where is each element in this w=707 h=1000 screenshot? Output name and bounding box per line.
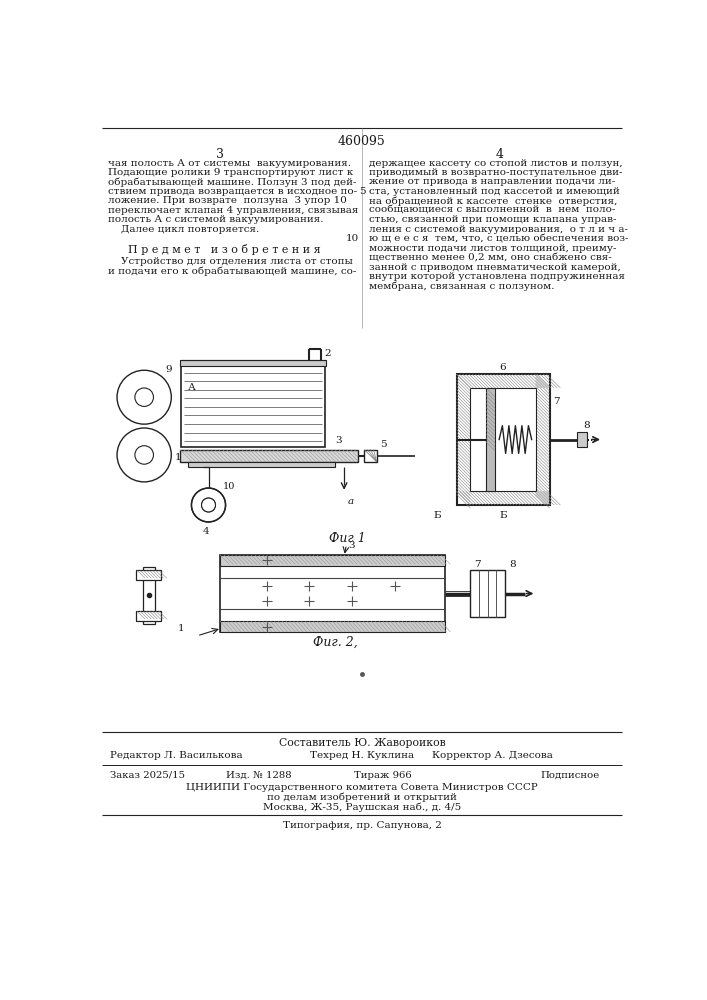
Text: 4: 4 [495, 148, 503, 161]
Text: Типография, пр. Сапунова, 2: Типография, пр. Сапунова, 2 [283, 821, 441, 830]
Text: а: а [347, 497, 354, 506]
Circle shape [117, 370, 171, 424]
Circle shape [201, 498, 216, 512]
Text: Москва, Ж-35, Раушская наб., д. 4/5: Москва, Ж-35, Раушская наб., д. 4/5 [263, 803, 461, 812]
Text: обрабатывающей машине. Ползун 3 под дей-: обрабатывающей машине. Ползун 3 под дей- [107, 177, 356, 187]
Text: и подачи его к обрабатывающей машине, со-: и подачи его к обрабатывающей машине, со… [107, 267, 356, 276]
Text: Б: Б [433, 511, 441, 520]
Bar [220, 555, 445, 632]
Text: 1: 1 [175, 453, 182, 462]
Text: мембрана, связанная с ползуном.: мембрана, связанная с ползуном. [369, 282, 554, 291]
Text: переключает клапан 4 управления, связывая: переключает клапан 4 управления, связыва… [107, 206, 358, 215]
Text: 5: 5 [358, 187, 366, 196]
Text: щественно менее 0,2 мм, оно снабжено свя-: щественно менее 0,2 мм, оно снабжено свя… [369, 253, 612, 262]
Text: А: А [187, 383, 195, 392]
Wedge shape [192, 488, 226, 522]
Text: держащее кассету со стопой листов и ползун,: держащее кассету со стопой листов и полз… [369, 158, 623, 167]
Text: внутри которой установлена подпружиненная: внутри которой установлена подпружиненна… [369, 272, 625, 281]
Text: можности подачи листов толщиной, преиму-: можности подачи листов толщиной, преиму- [369, 244, 617, 253]
Text: 7: 7 [474, 560, 481, 569]
Text: Изд. № 1288: Изд. № 1288 [226, 771, 292, 780]
Bar [577, 432, 588, 447]
Text: 5: 5 [380, 440, 387, 449]
Circle shape [117, 428, 171, 482]
Text: ЦНИИПИ Государственного комитета Совета Министров СССР: ЦНИИПИ Государственного комитета Совета … [186, 783, 538, 792]
Text: 460095: 460095 [338, 135, 386, 148]
Bar [220, 555, 445, 566]
Text: Редактор Л. Василькова: Редактор Л. Василькова [110, 751, 243, 760]
Text: 3: 3 [216, 148, 224, 161]
Text: 9: 9 [166, 365, 173, 374]
Bar [182, 366, 325, 447]
Text: ствием привода возвращается в исходное по-: ствием привода возвращается в исходное п… [107, 187, 357, 196]
Text: Тираж 966: Тираж 966 [354, 771, 411, 780]
Text: Корректор А. Дзесова: Корректор А. Дзесова [433, 751, 554, 760]
Text: 4: 4 [202, 527, 209, 536]
Text: 2: 2 [325, 349, 332, 358]
Bar [470, 570, 506, 617]
Text: приводимый в возвратно-поступательное дви-: приводимый в возвратно-поступательное дв… [369, 168, 622, 177]
Text: Заказ 2025/15: Заказ 2025/15 [110, 771, 185, 780]
Text: П р е д м е т   и з о б р е т е н и я: П р е д м е т и з о б р е т е н и я [129, 244, 321, 255]
Text: Устройство для отделения листа от стопы: Устройство для отделения листа от стопы [107, 257, 353, 266]
Circle shape [192, 488, 226, 522]
Text: 6: 6 [500, 363, 506, 372]
Text: 7: 7 [554, 397, 560, 406]
Text: Техред Н. Куклина: Техред Н. Куклина [310, 751, 414, 760]
Bar [470, 388, 535, 491]
Text: полость А с системой вакуумирования.: полость А с системой вакуумирования. [107, 215, 323, 224]
Bar [364, 450, 377, 462]
Text: ста, установленный под кассетой и имеющий: ста, установленный под кассетой и имеющи… [369, 187, 619, 196]
Text: занной с приводом пневматической камерой,: занной с приводом пневматической камерой… [369, 263, 621, 272]
Text: 3: 3 [335, 436, 341, 445]
Text: Подписное: Подписное [541, 771, 600, 780]
Text: чая полость А от системы  вакуумирования.: чая полость А от системы вакуумирования. [107, 158, 351, 167]
Text: по делам изобретений и открытий: по делам изобретений и открытий [267, 793, 457, 802]
Text: ления с системой вакуумирования,  о т л и ч а-: ления с системой вакуумирования, о т л и… [369, 225, 628, 234]
Bar [486, 388, 495, 491]
Bar [136, 611, 161, 620]
Text: Далее цикл повторяется.: Далее цикл повторяется. [107, 225, 259, 234]
Text: Составитель Ю. Жавороиков: Составитель Ю. Жавороиков [279, 738, 445, 748]
Bar [220, 621, 445, 632]
Text: стью, связанной при помощи клапана управ-: стью, связанной при помощи клапана управ… [369, 215, 617, 224]
Text: на обращенной к кассете  стенке  отверстия,: на обращенной к кассете стенке отверстия… [369, 196, 617, 206]
Circle shape [135, 446, 153, 464]
Text: 10: 10 [346, 234, 359, 243]
Text: Подающие ролики 9 транспортируют лист к: Подающие ролики 9 транспортируют лист к [107, 168, 353, 177]
Text: жение от привода в направлении подачи ли-: жение от привода в направлении подачи ли… [369, 177, 615, 186]
Text: ю щ е е с я  тем, что, с целью обеспечения воз-: ю щ е е с я тем, что, с целью обеспечени… [369, 234, 629, 243]
Bar [187, 462, 335, 466]
Text: ложение. При возврате  ползуна  3 упор 10: ложение. При возврате ползуна 3 упор 10 [107, 196, 346, 205]
Circle shape [135, 388, 153, 406]
Text: 10: 10 [223, 482, 235, 491]
Text: сообщающиеся с выполненной  в  нем  поло-: сообщающиеся с выполненной в нем поло- [369, 206, 615, 215]
Bar [457, 374, 549, 505]
Text: 8: 8 [509, 560, 516, 569]
Text: Фиг 1: Фиг 1 [329, 532, 366, 545]
Text: 3: 3 [348, 541, 355, 550]
Text: 8: 8 [583, 421, 590, 430]
Text: Фиг. 2,: Фиг. 2, [313, 636, 358, 649]
Bar [180, 360, 327, 366]
Bar [136, 570, 161, 580]
Bar [143, 567, 155, 624]
Circle shape [201, 498, 216, 512]
Text: 1: 1 [177, 624, 184, 633]
Bar [180, 450, 358, 462]
Text: Б: Б [499, 511, 507, 520]
